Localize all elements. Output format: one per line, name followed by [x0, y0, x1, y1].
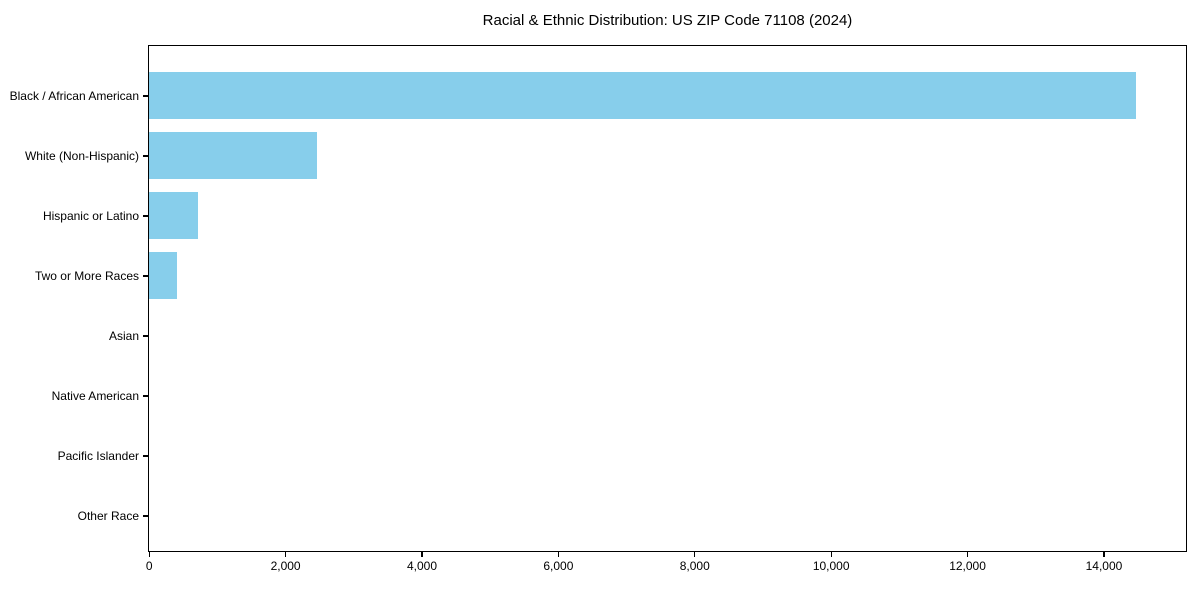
y-tick-mark: [143, 335, 148, 337]
y-tick-mark: [143, 455, 148, 457]
x-tick-mark: [694, 552, 696, 557]
x-tick-label: 4,000: [406, 559, 437, 573]
bar-white-non-hispanic: [149, 132, 317, 180]
x-tick-label: 12,000: [949, 559, 986, 573]
y-tick-label: Two or More Races: [34, 269, 139, 283]
y-tick-label: Hispanic or Latino: [42, 209, 139, 223]
y-tick-mark: [143, 155, 148, 157]
x-tick-label: 6,000: [543, 559, 574, 573]
x-tick-mark: [284, 552, 287, 557]
y-tick-label: Black / African American: [9, 89, 139, 103]
x-tick-label: 10,000: [812, 559, 850, 573]
bar-hispanic-or-latino: [149, 192, 198, 240]
plot-area: [148, 45, 1187, 552]
x-tick-mark: [557, 552, 559, 557]
y-tick-mark: [143, 95, 148, 97]
y-tick-label: Pacific Islander: [57, 449, 139, 463]
y-tick-label: Native American: [51, 389, 139, 403]
y-tick-label: Other Race: [77, 509, 139, 523]
chart-title: Racial & Ethnic Distribution: US ZIP Cod…: [482, 12, 853, 29]
y-tick-mark: [143, 515, 148, 517]
y-tick-mark: [143, 215, 148, 217]
x-tick-label: 8,000: [679, 559, 710, 573]
y-tick-mark: [143, 395, 148, 397]
y-tick-mark: [143, 275, 148, 277]
x-tick-mark: [966, 552, 969, 557]
bar-two-or-more-races: [149, 252, 177, 300]
x-tick-mark: [148, 552, 150, 557]
y-tick-label: Asian: [108, 329, 139, 343]
x-tick-mark: [1103, 552, 1105, 557]
bar-black-african-american: [149, 72, 1137, 120]
x-tick-mark: [421, 552, 423, 557]
x-tick-label: 14,000: [1085, 559, 1123, 573]
y-tick-label: White (Non-Hispanic): [24, 149, 139, 163]
x-tick-label: 2,000: [270, 559, 301, 573]
x-tick-mark: [830, 552, 832, 557]
x-tick-label: 0: [145, 559, 153, 573]
